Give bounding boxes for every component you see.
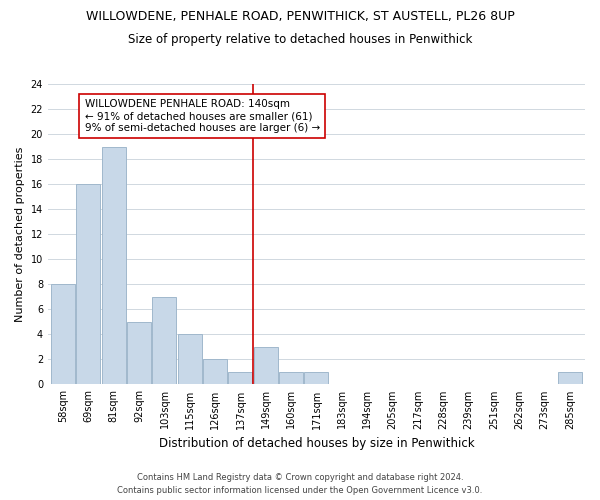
Bar	[127, 322, 151, 384]
Bar	[254, 347, 278, 385]
Bar	[304, 372, 328, 384]
Text: Size of property relative to detached houses in Penwithick: Size of property relative to detached ho…	[128, 32, 472, 46]
Bar	[152, 297, 176, 384]
Text: WILLOWDENE, PENHALE ROAD, PENWITHICK, ST AUSTELL, PL26 8UP: WILLOWDENE, PENHALE ROAD, PENWITHICK, ST…	[86, 10, 514, 23]
Bar	[51, 284, 75, 384]
Bar	[102, 147, 126, 384]
Text: WILLOWDENE PENHALE ROAD: 140sqm
← 91% of detached houses are smaller (61)
9% of : WILLOWDENE PENHALE ROAD: 140sqm ← 91% of…	[85, 100, 320, 132]
Bar	[203, 360, 227, 384]
Bar	[76, 184, 100, 384]
Bar	[178, 334, 202, 384]
Bar	[279, 372, 303, 384]
Y-axis label: Number of detached properties: Number of detached properties	[15, 147, 25, 322]
Bar	[229, 372, 253, 384]
Text: Contains HM Land Registry data © Crown copyright and database right 2024.
Contai: Contains HM Land Registry data © Crown c…	[118, 473, 482, 495]
Bar	[558, 372, 582, 384]
X-axis label: Distribution of detached houses by size in Penwithick: Distribution of detached houses by size …	[158, 437, 474, 450]
